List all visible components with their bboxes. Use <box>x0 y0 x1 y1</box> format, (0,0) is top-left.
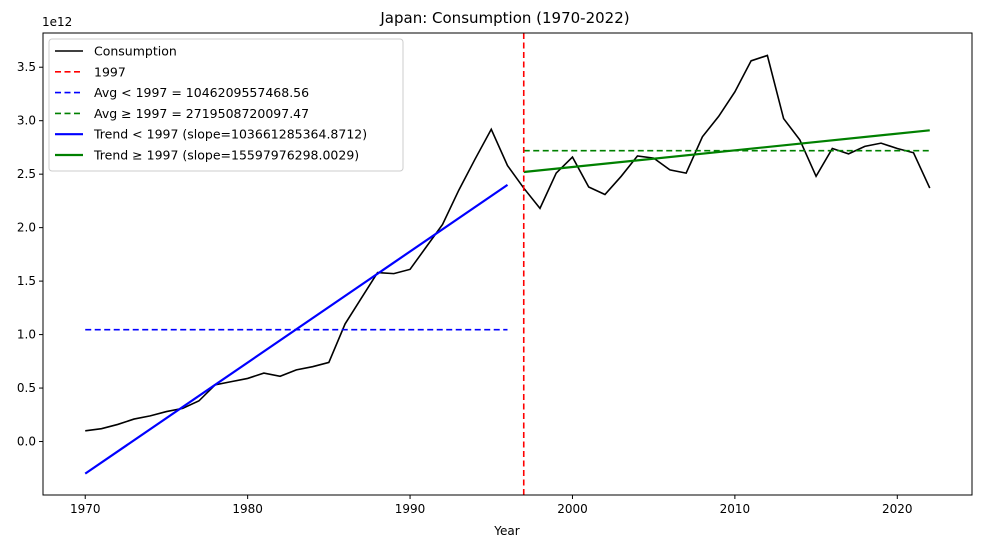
legend: Consumption 1997 Avg < 1997 = 104620955746… <box>48 38 404 172</box>
x-axis: 1970 1980 1990 2000 2010 2020 <box>70 495 913 516</box>
legend-box <box>48 38 404 172</box>
legend-label: 1997 <box>94 64 126 79</box>
x-tick-label: 1980 <box>232 502 263 516</box>
y-tick-label: 1.5 <box>17 274 36 288</box>
x-tick-label: 1990 <box>395 502 426 516</box>
legend-label: Consumption <box>94 44 177 59</box>
y-scale-label: 1e12 <box>42 15 72 29</box>
legend-label: Avg < 1997 = 1046209557468.56 <box>94 85 309 100</box>
legend-label: Avg ≥ 1997 = 2719508720097.47 <box>94 106 309 121</box>
series-layer <box>84 33 931 495</box>
x-tick-label: 2020 <box>882 502 913 516</box>
chart-title: Japan: Consumption (1970-2022) <box>379 9 629 27</box>
legend-label: Trend < 1997 (slope=103661285364.8712) <box>93 127 367 142</box>
y-tick-label: 0.5 <box>17 381 36 395</box>
x-tick-label: 2000 <box>557 502 588 516</box>
y-tick-label: 2.5 <box>17 167 36 181</box>
x-tick-label: 2010 <box>720 502 751 516</box>
y-tick-label: 0.0 <box>17 435 36 449</box>
legend-label: Trend ≥ 1997 (slope=15597976298.0029) <box>93 148 359 163</box>
x-tick-label: 1970 <box>70 502 101 516</box>
y-tick-label: 3.5 <box>17 60 36 74</box>
y-tick-label: 1.0 <box>17 328 36 342</box>
series-line-0 <box>85 54 931 432</box>
y-tick-label: 3.0 <box>17 114 36 128</box>
y-axis: 0.0 0.5 1.0 1.5 2.0 2.5 3.0 3.5 <box>17 60 43 449</box>
y-tick-label: 2.0 <box>17 221 36 235</box>
plot-frame <box>42 32 973 496</box>
x-axis-label: Year <box>493 524 519 538</box>
